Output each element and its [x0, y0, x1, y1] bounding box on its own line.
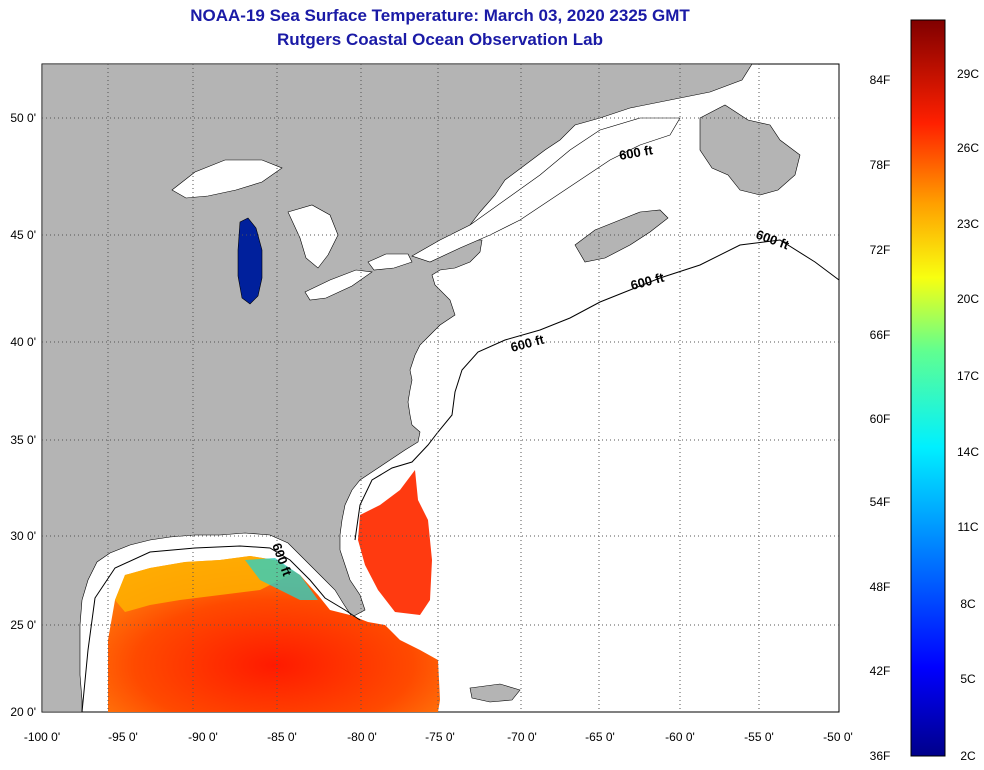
- celsius-label: 14C: [957, 445, 979, 459]
- latitude-label: 45 0': [10, 228, 36, 242]
- land-hispaniola: [469, 683, 521, 703]
- longitude-label: -65 0': [585, 730, 615, 744]
- fahrenheit-label: 84F: [870, 73, 891, 87]
- longitude-label: -90 0': [188, 730, 218, 744]
- celsius-label: 17C: [957, 369, 979, 383]
- fahrenheit-label: 78F: [870, 158, 891, 172]
- longitude-axis: -100 0' -95 0' -90 0' -85 0' -80 0' -75 …: [24, 730, 853, 744]
- longitude-label: -50 0': [823, 730, 853, 744]
- latitude-label: 20 0': [10, 705, 36, 719]
- celsius-label: 11C: [957, 520, 978, 534]
- lake-huron: [287, 204, 339, 269]
- sst-gulf-coastal-cool: [115, 556, 290, 612]
- latitude-label: 50 0': [10, 111, 36, 125]
- longitude-label: -60 0': [665, 730, 695, 744]
- fahrenheit-label: 36F: [870, 749, 891, 763]
- lake-erie: [304, 269, 373, 301]
- land-north-america: [42, 64, 753, 712]
- fahrenheit-label: 54F: [870, 495, 891, 509]
- celsius-label: 5C: [960, 672, 976, 686]
- fahrenheit-label: 66F: [870, 328, 891, 342]
- land-newfoundland: [699, 104, 801, 196]
- celsius-label: 2C: [960, 749, 976, 763]
- longitude-label: -80 0': [347, 730, 377, 744]
- fahrenheit-label: 48F: [870, 580, 891, 594]
- latitude-label: 40 0': [10, 335, 36, 349]
- latitude-label: 30 0': [10, 529, 36, 543]
- land-nova-scotia: [574, 209, 669, 263]
- map-subtitle: Rutgers Coastal Ocean Observation Lab: [277, 30, 603, 49]
- colorbar-fahrenheit: 84F 78F 72F 66F 60F 54F 48F 42F 36F: [870, 73, 891, 763]
- celsius-label: 23C: [957, 217, 979, 231]
- contour-600ft: [81, 239, 840, 713]
- gridlines: [42, 64, 839, 712]
- colorbar: [910, 19, 946, 757]
- celsius-label: 20C: [957, 292, 979, 306]
- latitude-axis: 50 0' 45 0' 40 0' 35 0' 30 0' 25 0' 20 0…: [10, 111, 36, 719]
- sst-shelf-cold: [245, 558, 318, 600]
- longitude-label: -100 0': [24, 730, 60, 744]
- fahrenheit-label: 72F: [870, 243, 891, 257]
- contour-label: 600 ft: [618, 142, 655, 163]
- longitude-label: -85 0': [267, 730, 297, 744]
- lake-michigan-sst: [237, 217, 263, 305]
- celsius-label: 29C: [957, 67, 979, 81]
- fahrenheit-label: 60F: [870, 412, 891, 426]
- longitude-label: -75 0': [425, 730, 455, 744]
- longitude-label: -70 0': [507, 730, 537, 744]
- colorbar-celsius: 29C 26C 23C 20C 17C 14C 11C 8C 5C 2C: [957, 67, 979, 763]
- sst-atlantic-warm: [358, 470, 432, 615]
- longitude-label: -55 0': [744, 730, 774, 744]
- lake-superior: [171, 159, 283, 199]
- fahrenheit-label: 42F: [870, 664, 891, 678]
- lake-ontario: [367, 253, 413, 271]
- celsius-label: 8C: [960, 597, 976, 611]
- longitude-label: -95 0': [108, 730, 138, 744]
- latitude-label: 25 0': [10, 618, 36, 632]
- latitude-label: 35 0': [10, 433, 36, 447]
- map-title: NOAA-19 Sea Surface Temperature: March 0…: [190, 6, 690, 25]
- celsius-label: 26C: [957, 141, 979, 155]
